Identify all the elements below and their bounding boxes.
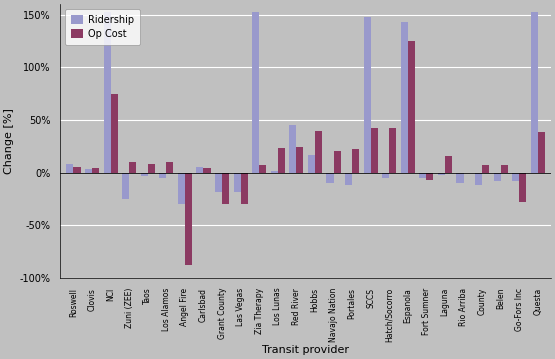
Bar xyxy=(519,173,526,202)
Y-axis label: Change [%]: Change [%] xyxy=(4,108,14,174)
X-axis label: Transit provider: Transit provider xyxy=(262,345,349,355)
Bar xyxy=(420,173,426,178)
Bar xyxy=(315,131,322,173)
Bar xyxy=(185,173,192,265)
Bar xyxy=(389,129,396,173)
Bar xyxy=(73,167,80,173)
Bar xyxy=(531,11,538,173)
Bar xyxy=(364,17,371,173)
Bar xyxy=(438,173,445,175)
Bar xyxy=(538,132,545,173)
Bar xyxy=(178,173,185,204)
Bar xyxy=(475,173,482,185)
Bar xyxy=(408,41,415,173)
Bar xyxy=(159,173,166,178)
Bar xyxy=(371,129,378,173)
Bar xyxy=(222,173,229,204)
Bar xyxy=(204,168,210,173)
Bar xyxy=(252,11,259,173)
Bar xyxy=(308,155,315,173)
Bar xyxy=(122,173,129,199)
Bar xyxy=(129,162,136,173)
Bar xyxy=(401,22,408,173)
Bar xyxy=(289,125,296,173)
Bar xyxy=(259,165,266,173)
Bar xyxy=(445,156,452,173)
Bar xyxy=(456,173,463,183)
Bar xyxy=(345,173,352,185)
Bar xyxy=(110,94,118,173)
Bar xyxy=(241,173,248,204)
Bar xyxy=(512,173,519,181)
Bar xyxy=(501,165,508,173)
Bar xyxy=(334,150,341,173)
Bar xyxy=(234,173,241,192)
Bar xyxy=(104,11,110,173)
Bar xyxy=(426,173,433,180)
Bar xyxy=(67,164,73,173)
Bar xyxy=(382,173,389,178)
Bar xyxy=(85,169,92,173)
Bar xyxy=(92,168,99,173)
Bar xyxy=(296,148,304,173)
Bar xyxy=(166,162,173,173)
Bar xyxy=(215,173,222,192)
Bar xyxy=(482,165,489,173)
Bar xyxy=(278,148,285,173)
Bar xyxy=(140,173,148,176)
Bar xyxy=(493,173,501,181)
Bar xyxy=(196,167,204,173)
Legend: Ridership, Op Cost: Ridership, Op Cost xyxy=(65,9,140,45)
Bar xyxy=(326,173,334,183)
Bar xyxy=(271,171,278,173)
Bar xyxy=(148,164,155,173)
Bar xyxy=(352,149,359,173)
